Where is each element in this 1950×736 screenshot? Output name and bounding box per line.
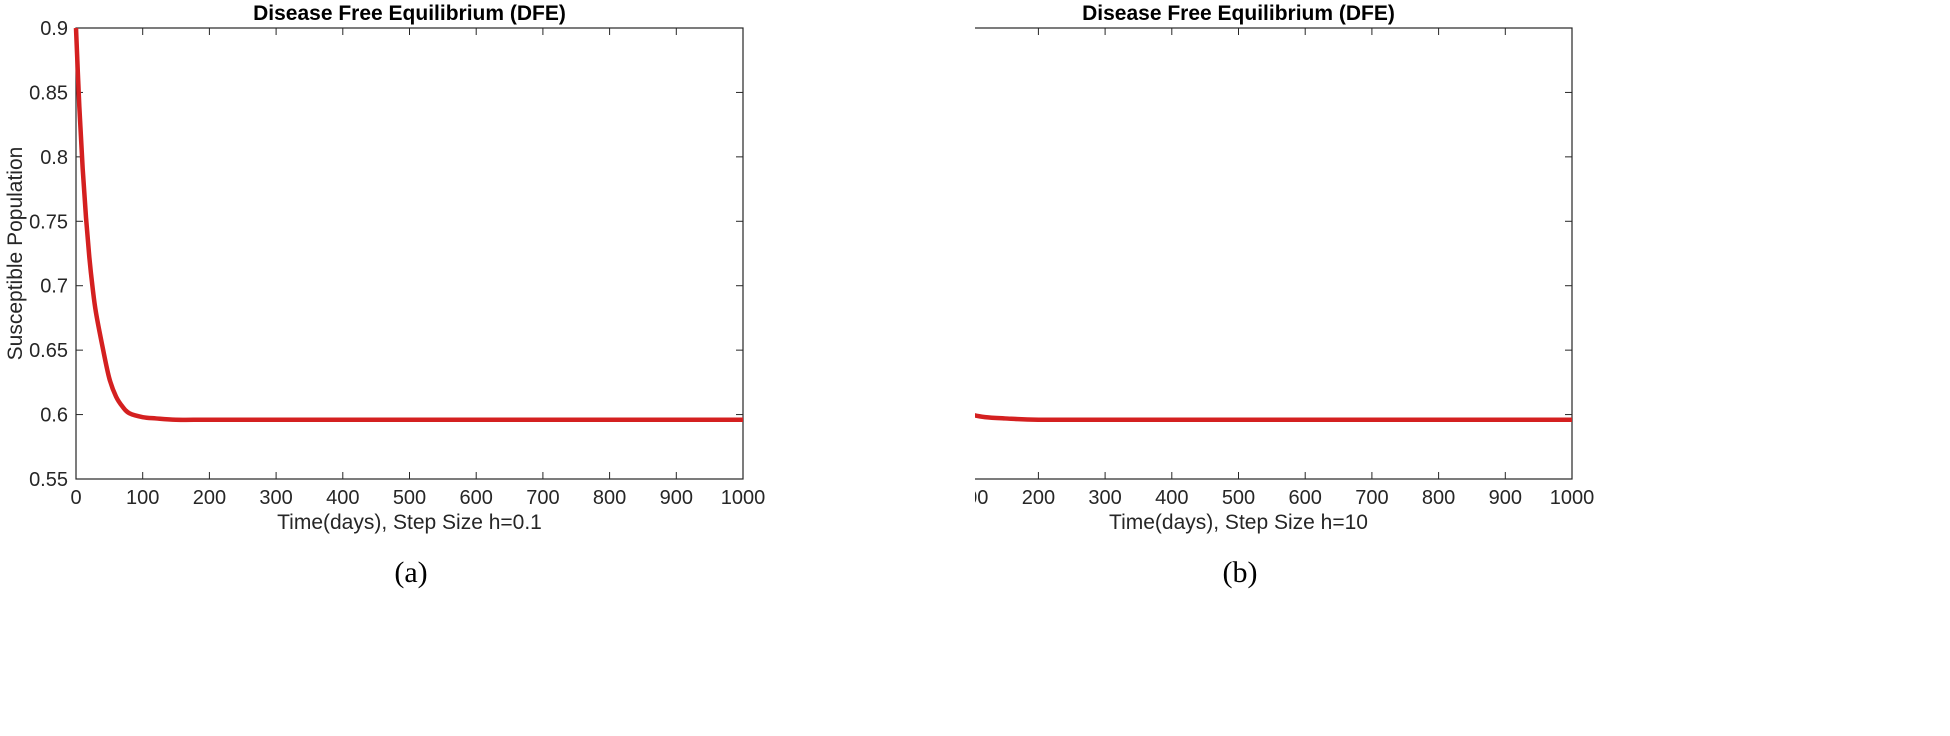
chart-b: 010020030040050060070080090010000.550.60… — [975, 2, 1595, 589]
x-tick-label: 700 — [526, 487, 559, 509]
x-tick-label: 500 — [1222, 487, 1255, 509]
x-tick-label: 0 — [70, 487, 81, 509]
x-tick-label: 800 — [593, 487, 626, 509]
y-tick-label: 0.85 — [29, 82, 68, 104]
series-line — [73, 27, 743, 423]
series-line — [975, 413, 1572, 423]
x-tick-label: 300 — [259, 487, 292, 509]
y-axis-label: Susceptible Population — [4, 147, 27, 361]
chart-a: 0 100 200 300 400 500 600 700 800 900 1000 0.55 0.6 0… — [4, 2, 766, 589]
plot-area-frame — [975, 27, 1573, 480]
x-axis-label: Time(days), Step Size h=10 — [1109, 511, 1368, 534]
plot-area-frame — [75, 27, 744, 480]
figure-caption: (a) — [394, 556, 427, 589]
chart-panel-a: 0 100 200 300 400 500 600 700 800 900 1000 0.55 0.6 0… — [4, 2, 766, 589]
chart-panel-b: 010020030040050060070080090010000.550.60… — [975, 0, 1950, 736]
y-tick-label: 0.75 — [29, 211, 68, 233]
x-tick-label: 600 — [460, 487, 493, 509]
x-tick-label: 400 — [1155, 487, 1188, 509]
x-tick-label: 1000 — [1550, 487, 1595, 509]
figure-caption: (b) — [1223, 556, 1258, 589]
y-tick-label: 0.6 — [40, 405, 68, 427]
y-tick-label: 0.55 — [29, 469, 68, 491]
x-tick-label: 200 — [193, 487, 226, 509]
chart-title: Disease Free Equilibrium (DFE) — [1082, 2, 1395, 25]
x-axis-label: Time(days), Step Size h=0.1 — [277, 511, 542, 534]
x-tick-label: 900 — [1489, 487, 1522, 509]
x-tick-label: 400 — [326, 487, 359, 509]
chart-title: Disease Free Equilibrium (DFE) — [253, 2, 566, 25]
y-tick-label: 0.65 — [29, 340, 68, 362]
x-tick-label: 100 — [126, 487, 159, 509]
x-tick-label: 300 — [1088, 487, 1121, 509]
x-tick-label: 600 — [1289, 487, 1322, 509]
x-tick-label: 800 — [1422, 487, 1455, 509]
x-tick-label: 100 — [975, 487, 988, 509]
x-tick-label: 500 — [393, 487, 426, 509]
y-tick-label: 0.9 — [40, 18, 68, 40]
x-tick-label: 700 — [1355, 487, 1388, 509]
x-tick-label: 200 — [1022, 487, 1055, 509]
y-tick-label: 0.8 — [40, 147, 68, 169]
y-tick-label: 0.7 — [40, 276, 68, 298]
x-tick-label: 1000 — [721, 487, 766, 509]
x-tick-label: 900 — [660, 487, 693, 509]
